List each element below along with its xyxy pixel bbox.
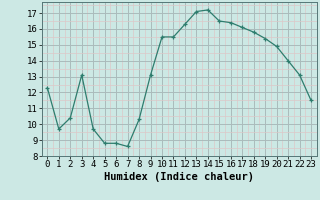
X-axis label: Humidex (Indice chaleur): Humidex (Indice chaleur) (104, 172, 254, 182)
